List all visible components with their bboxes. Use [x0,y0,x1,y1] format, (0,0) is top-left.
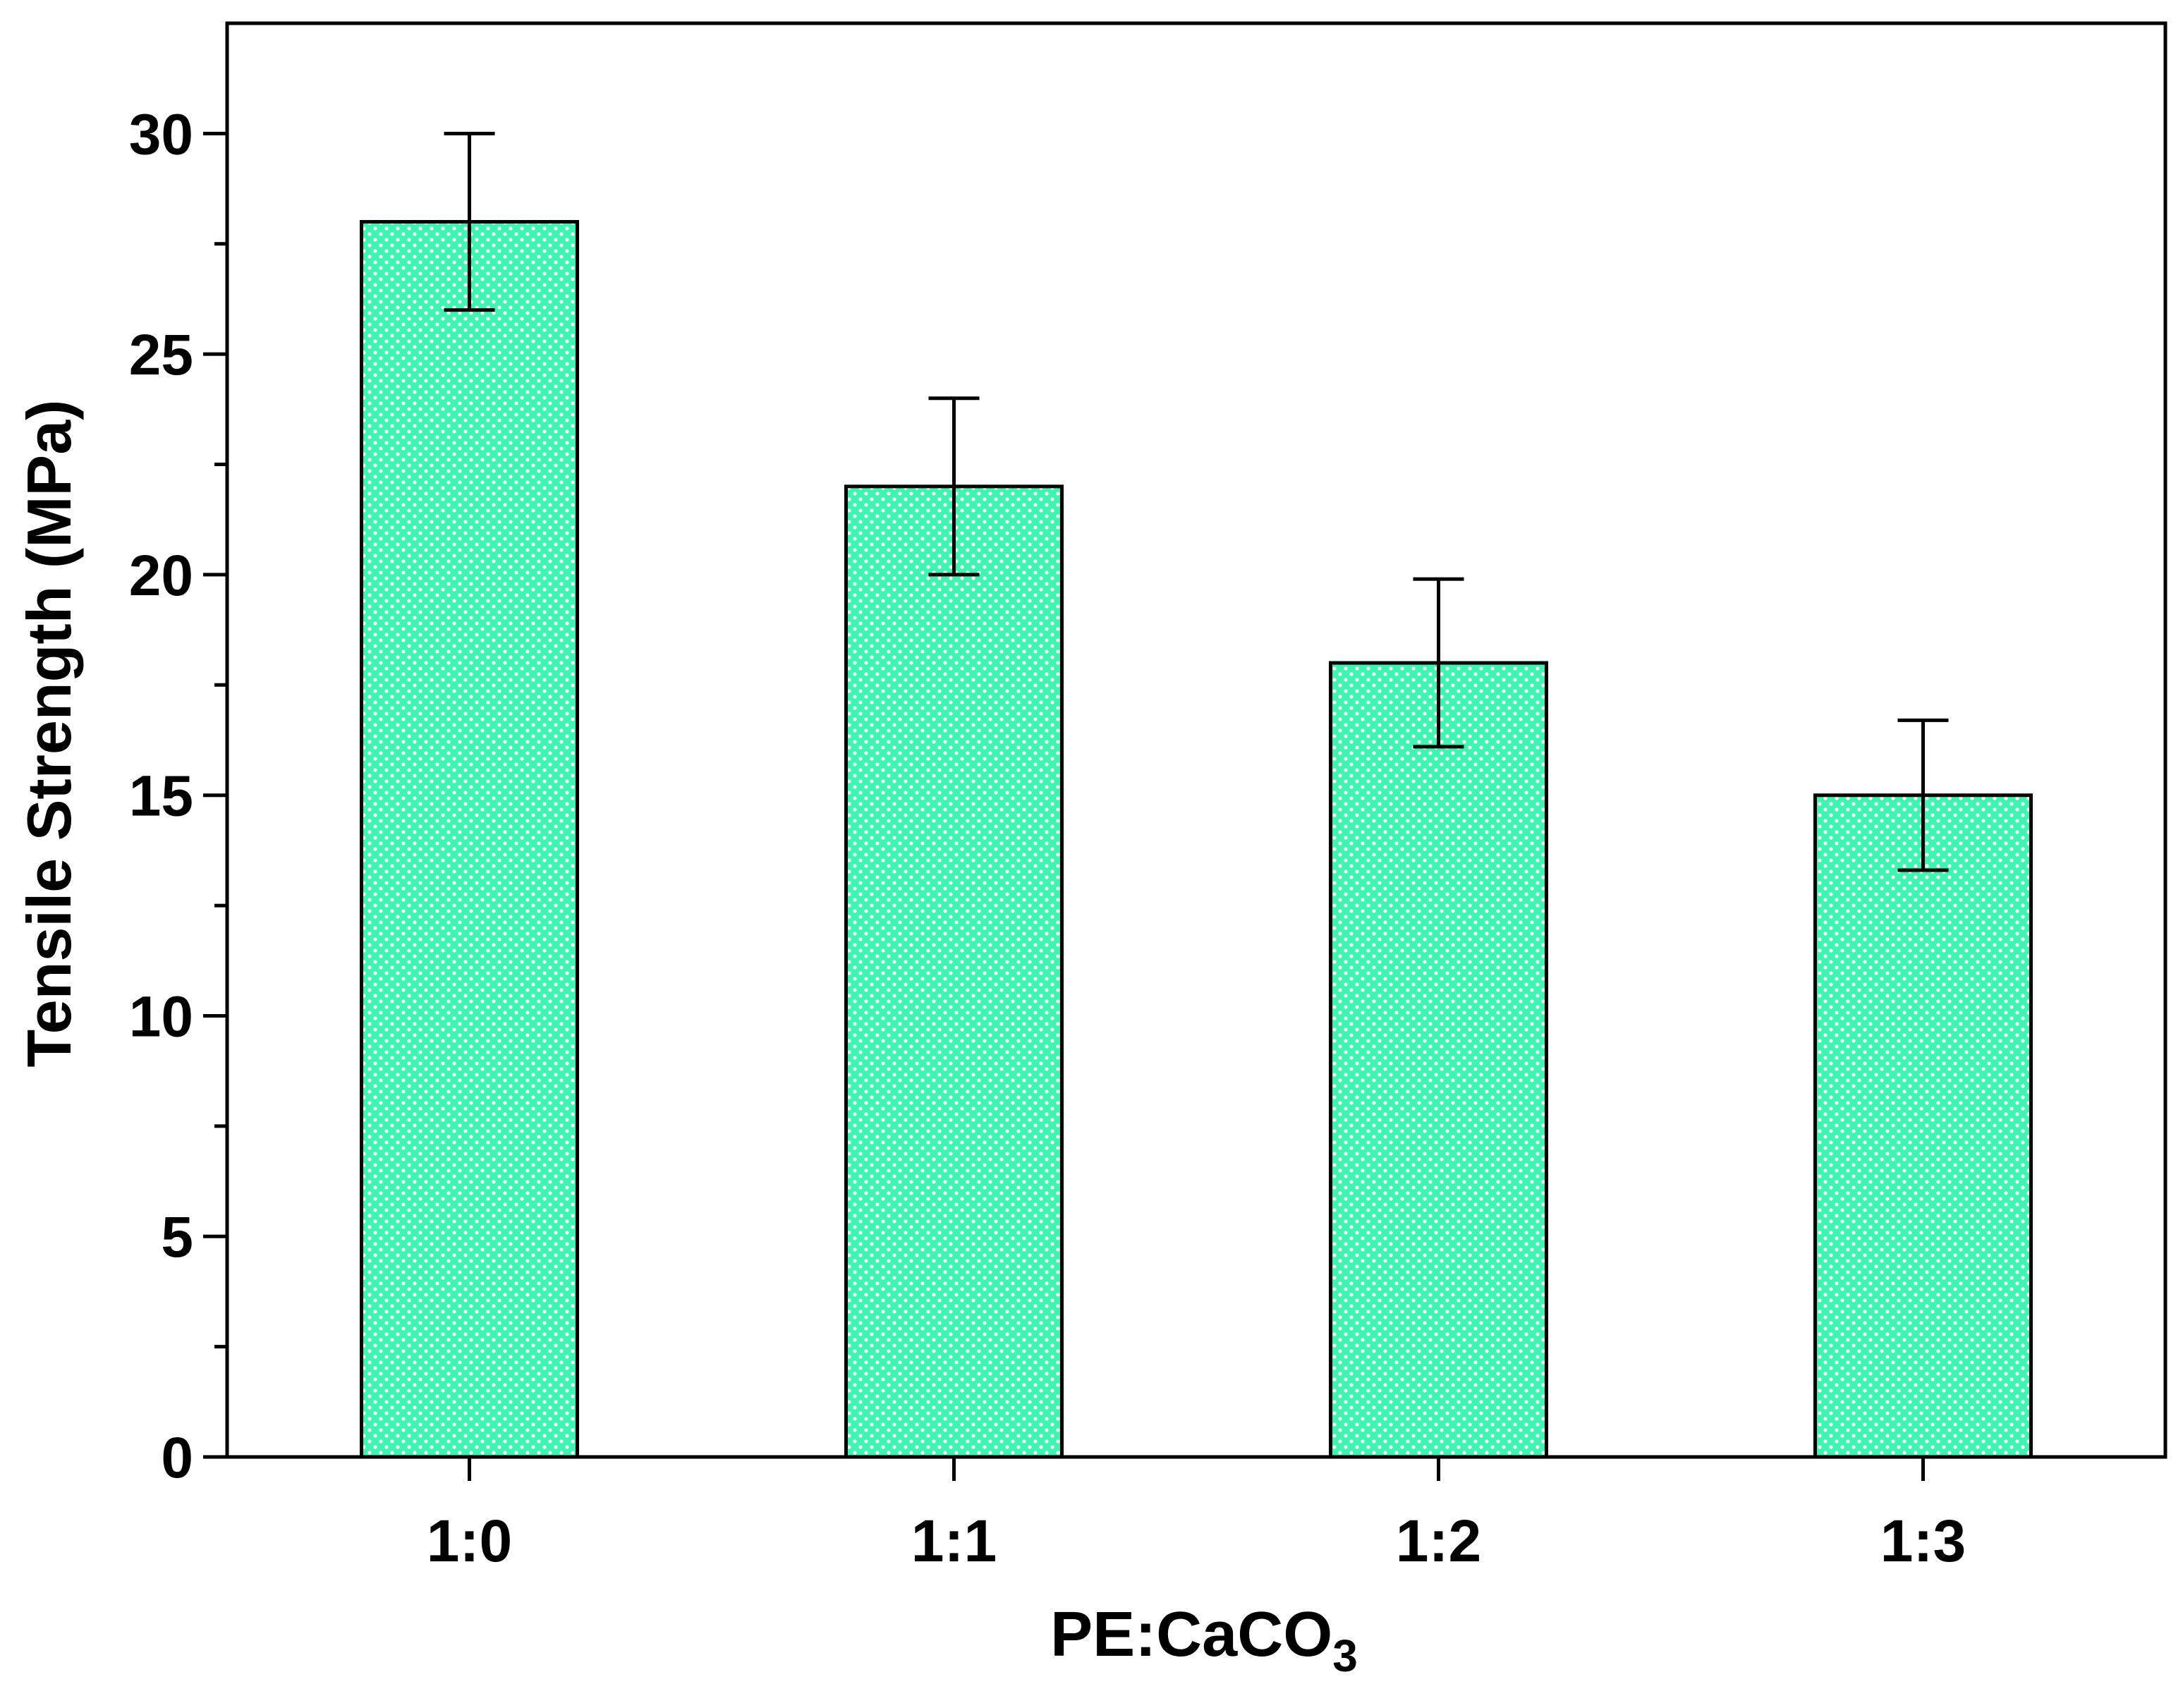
x-axis-title: PE:CaCO3 [1050,1599,1358,1681]
y-tick-label: 0 [161,1426,193,1490]
y-tick-label: 20 [129,544,193,608]
y-tick-label: 15 [129,764,193,829]
y-tick-label: 5 [161,1205,193,1269]
x-axis: 1:0 1:1 1:2 1:3 [427,1457,1966,1574]
y-axis-title: Tensile Strength (MPa) [14,400,84,1068]
plot-frame [225,21,2167,1459]
bar-1:1 [844,484,1064,1459]
bar-1:3 [1813,793,2033,1459]
x-tick-label: 1:1 [911,1508,997,1574]
bar-1:2 [1329,661,1548,1459]
error-bars-layer [444,131,1949,872]
x-axis-title-main: PE:CaCO [1050,1599,1332,1670]
y-tick-label: 10 [129,984,193,1049]
y-tick-label: 25 [129,323,193,387]
bars-layer [360,219,2033,1459]
bar-1:0 [360,219,579,1459]
x-tick-label: 1:0 [427,1508,512,1574]
x-axis-title-subscript: 3 [1332,1630,1358,1681]
y-axis: 0 5 10 15 20 25 30 [129,102,227,1490]
x-tick-label: 1:3 [1880,1508,1966,1574]
y-tick-label: 30 [129,102,193,166]
x-tick-label: 1:2 [1396,1508,1481,1574]
